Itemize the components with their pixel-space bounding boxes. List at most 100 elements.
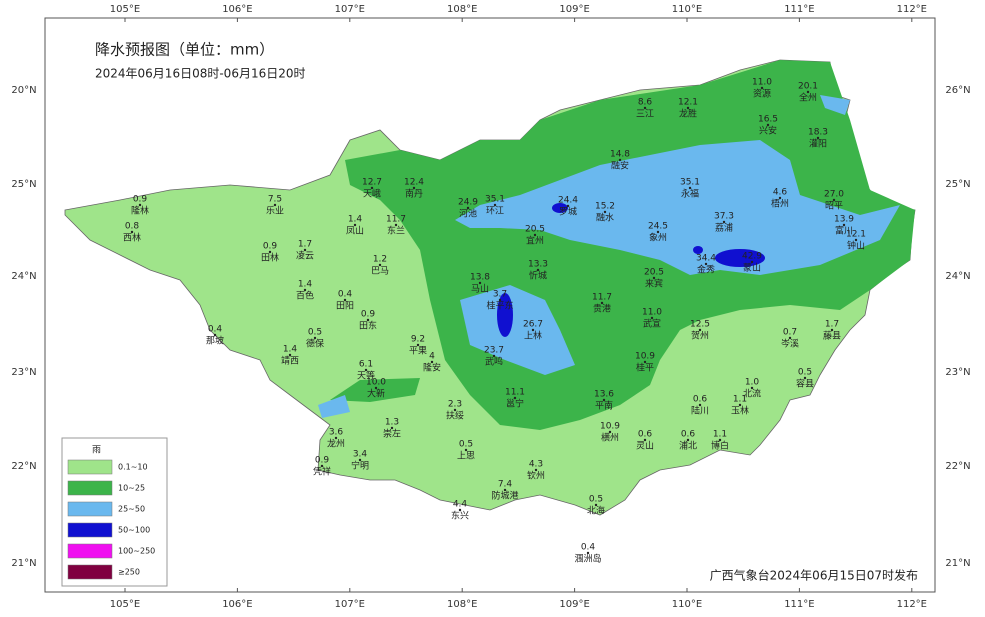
station-name: 邕宁 (506, 398, 524, 410)
station-name: 隆林 (131, 205, 149, 217)
station-name: 马山 (471, 284, 489, 295)
station-value: 4.6 (773, 188, 788, 198)
station-dot (513, 396, 517, 400)
station-value: 34.4 (696, 254, 716, 264)
station-name: 藤县 (823, 330, 841, 342)
station-value: 24.5 (648, 222, 668, 232)
station-name: 灌阳 (809, 138, 827, 150)
station-dot (268, 250, 272, 254)
station-dot (586, 551, 590, 555)
station-name: 龙胜 (679, 108, 697, 120)
station-dot (466, 206, 470, 210)
legend-title: 雨 (92, 445, 101, 456)
station-name: 凤山 (346, 226, 364, 237)
station-name: 资源 (753, 89, 771, 100)
lat-label: 22°N (11, 461, 36, 472)
station-dot (364, 368, 368, 372)
station-dot (493, 203, 497, 207)
station-value: 1.7 (298, 240, 312, 250)
station-value: 0.9 (361, 310, 376, 320)
lat-label: 23°N (11, 367, 36, 378)
station-dot (536, 268, 540, 272)
legend-label: 100~250 (118, 547, 155, 556)
station-dot (394, 223, 398, 227)
station-value: 0.5 (459, 440, 473, 450)
lon-label: 108°E (447, 599, 477, 610)
station-dot (288, 353, 292, 357)
station-name: 桂平东 (486, 300, 513, 312)
lon-label: 109°E (559, 599, 589, 610)
station-name: 玉林 (731, 405, 749, 417)
station-value: 11.7 (386, 215, 406, 225)
station-value: 0.7 (783, 328, 797, 338)
station-dot (643, 360, 647, 364)
legend-swatch (67, 564, 113, 580)
station-value: 1.1 (733, 395, 747, 405)
station-value: 12.1 (678, 98, 698, 108)
lon-label: 106°E (222, 599, 252, 610)
lat-label: 24°N (11, 271, 36, 282)
station-name: 梧州 (771, 198, 789, 210)
station-name: 扶绥 (446, 410, 464, 422)
station-dot (766, 123, 770, 127)
station-dot (704, 262, 708, 266)
station-dot (416, 343, 420, 347)
station-value: 20.1 (798, 82, 818, 92)
station-dot (738, 403, 742, 407)
station-value: 13.3 (528, 260, 548, 270)
lat-label: 26°N (945, 85, 970, 96)
station-name: 来宾 (645, 278, 663, 290)
station-dot (358, 458, 362, 462)
station-name: 乐业 (266, 205, 284, 217)
station-name: 横州 (601, 432, 619, 444)
station-name: 容县 (796, 378, 814, 390)
station-value: 0.6 (693, 395, 708, 405)
rain-50-100 (497, 293, 513, 337)
station-value: 20.5 (644, 268, 664, 278)
rain-25-50 (455, 140, 900, 275)
station-name: 宜州 (526, 235, 544, 247)
station-dot (533, 233, 537, 237)
station-dot (830, 328, 834, 332)
station-dot (374, 386, 378, 390)
station-value: 0.5 (798, 368, 812, 378)
station-name: 天等 (357, 370, 375, 382)
lat-label: 23°N (945, 367, 970, 378)
station-dot (503, 488, 507, 492)
lat-label: 24°N (945, 271, 970, 282)
lon-label: 111°E (784, 599, 814, 610)
station-value: 24.4 (558, 196, 578, 206)
station-value: 11.0 (642, 308, 662, 318)
station-value: 0.4 (581, 543, 596, 553)
station-dot (430, 360, 434, 364)
station-value: 10.9 (635, 352, 655, 362)
station-name: 平南 (595, 400, 613, 412)
station-value: 6.1 (359, 360, 373, 370)
station-dot (303, 248, 307, 252)
station-dot (722, 220, 726, 224)
station-value: 10.9 (600, 422, 620, 432)
station-dot (788, 336, 792, 340)
station-dot (378, 263, 382, 267)
station-name: 昭平 (825, 201, 843, 212)
legend-swatch (67, 480, 113, 496)
station-value: 1.7 (825, 320, 839, 330)
station-name: 贺州 (691, 330, 709, 342)
legend: 雨 0.1~10 10~25 25~50 50~100 100~250 ≥250 (61, 437, 168, 587)
station-dot (534, 468, 538, 472)
station-name: 桂平 (636, 362, 654, 374)
station-dot (760, 86, 764, 90)
station-dot (603, 210, 607, 214)
station-value: 1.0 (745, 378, 760, 388)
station-name: 田阳 (336, 301, 354, 312)
station-value: 1.4 (298, 280, 313, 290)
lat-label: 25°N (11, 179, 36, 190)
station-dot (492, 354, 496, 358)
station-dot (453, 408, 457, 412)
station-value: 1.2 (373, 255, 387, 265)
station-name: 岑溪 (781, 338, 799, 350)
station-dot (600, 301, 604, 305)
footer: 广西气象台2024年06月15日07时发布 (710, 568, 918, 583)
station-value: 3.6 (329, 428, 344, 438)
station-name: 隆安 (423, 362, 441, 374)
